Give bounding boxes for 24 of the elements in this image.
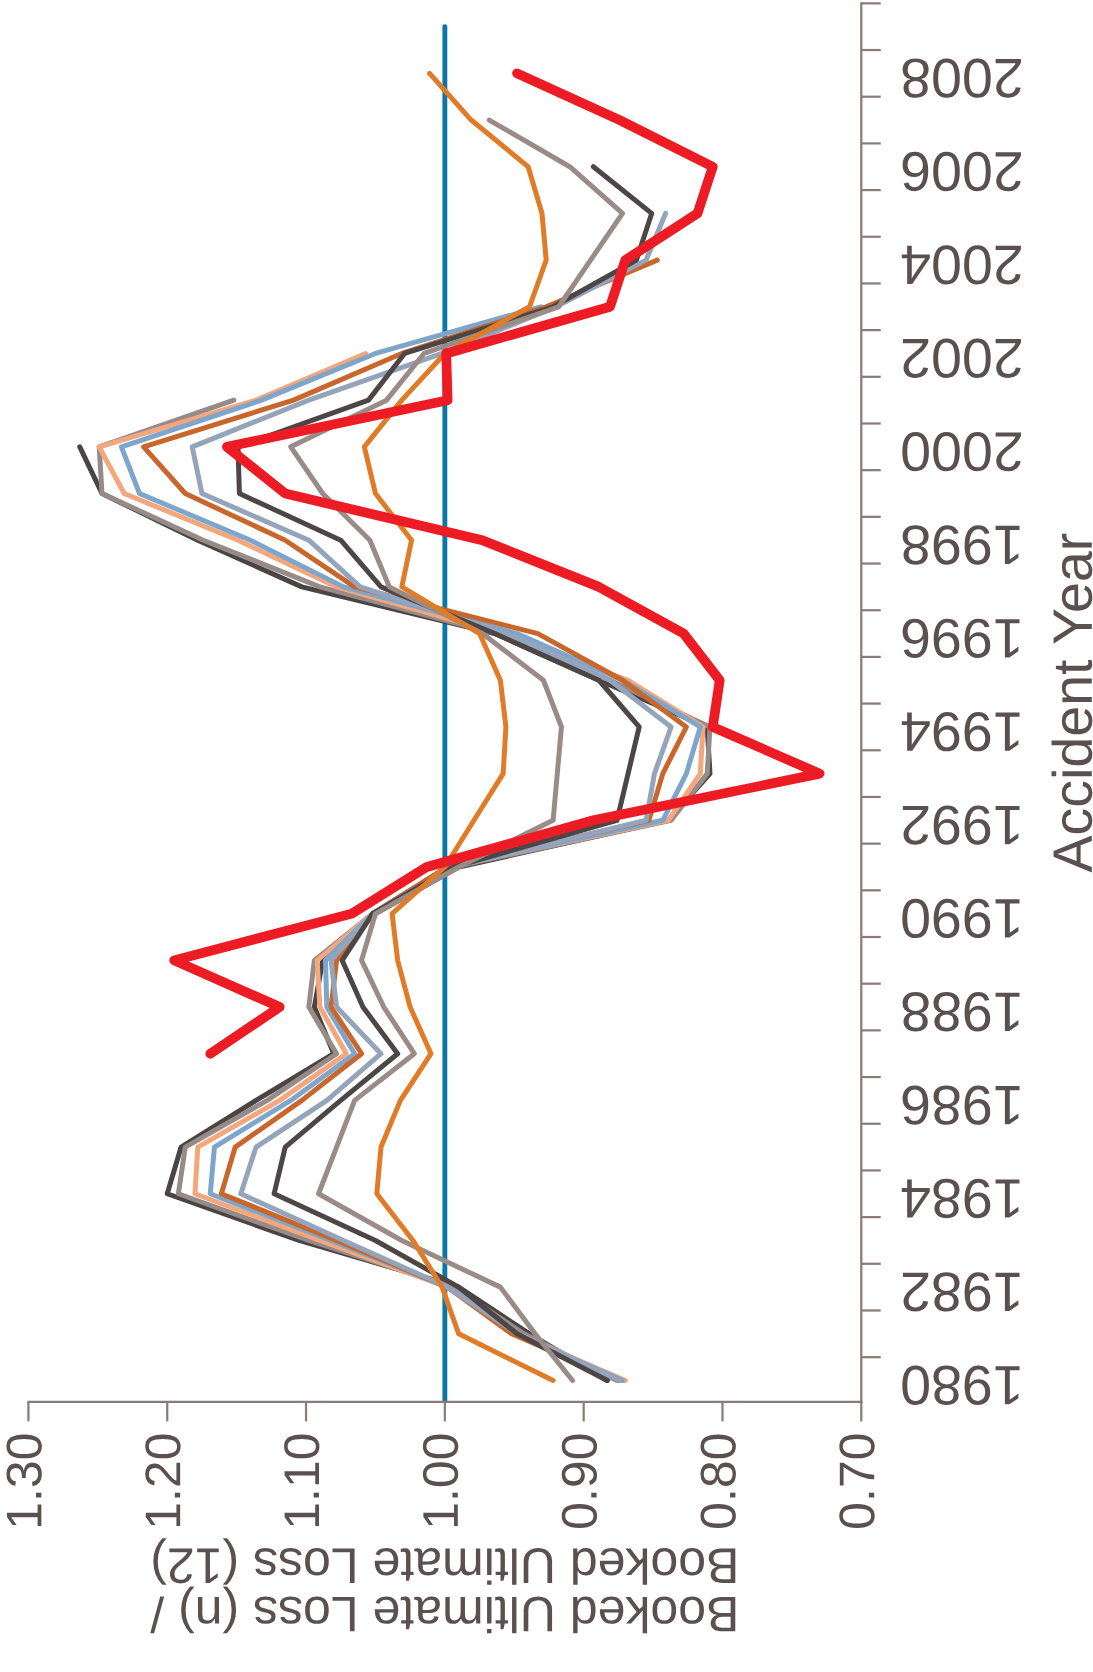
y-tick-label: 1982	[902, 1272, 1020, 1312]
y-axis-title: Accident Year	[1051, 533, 1093, 873]
y-tick-label: 1980	[902, 1365, 1020, 1405]
y-tick-label: 1984	[901, 1178, 1020, 1219]
x-tick-label: 1.20	[145, 1434, 181, 1527]
y-tick-label: 1986	[902, 1085, 1020, 1125]
y-tick-label: 1992	[902, 805, 1020, 845]
x-tick-label: 1.00	[422, 1434, 459, 1527]
y-tick-label: 2002	[902, 338, 1021, 378]
y-tick-label: 1996	[902, 618, 1020, 658]
x-tick-label: 1.30	[6, 1434, 42, 1527]
y-tick-label: 1998	[902, 525, 1020, 565]
y-tick-label: 1988	[902, 992, 1020, 1032]
y-tick-label: 2006	[902, 151, 1021, 192]
x-tick-label: 0.80	[700, 1434, 736, 1528]
y-tick-label: 2008	[902, 58, 1021, 98]
y-tick-label: 2000	[902, 431, 1021, 472]
x-tick-label: 1.10	[284, 1434, 320, 1527]
y-tick-label: 2004	[901, 245, 1021, 285]
x-tick-label: 0.90	[561, 1434, 598, 1528]
y-tick-label: 1990	[902, 898, 1020, 939]
x-axis-title: Booked Ultimate Loss (n) / Booked Ultimate Loss (12)	[150, 1538, 736, 1634]
x-tick-label: 0.70	[839, 1434, 875, 1528]
y-tick-label: 1994	[901, 712, 1020, 752]
